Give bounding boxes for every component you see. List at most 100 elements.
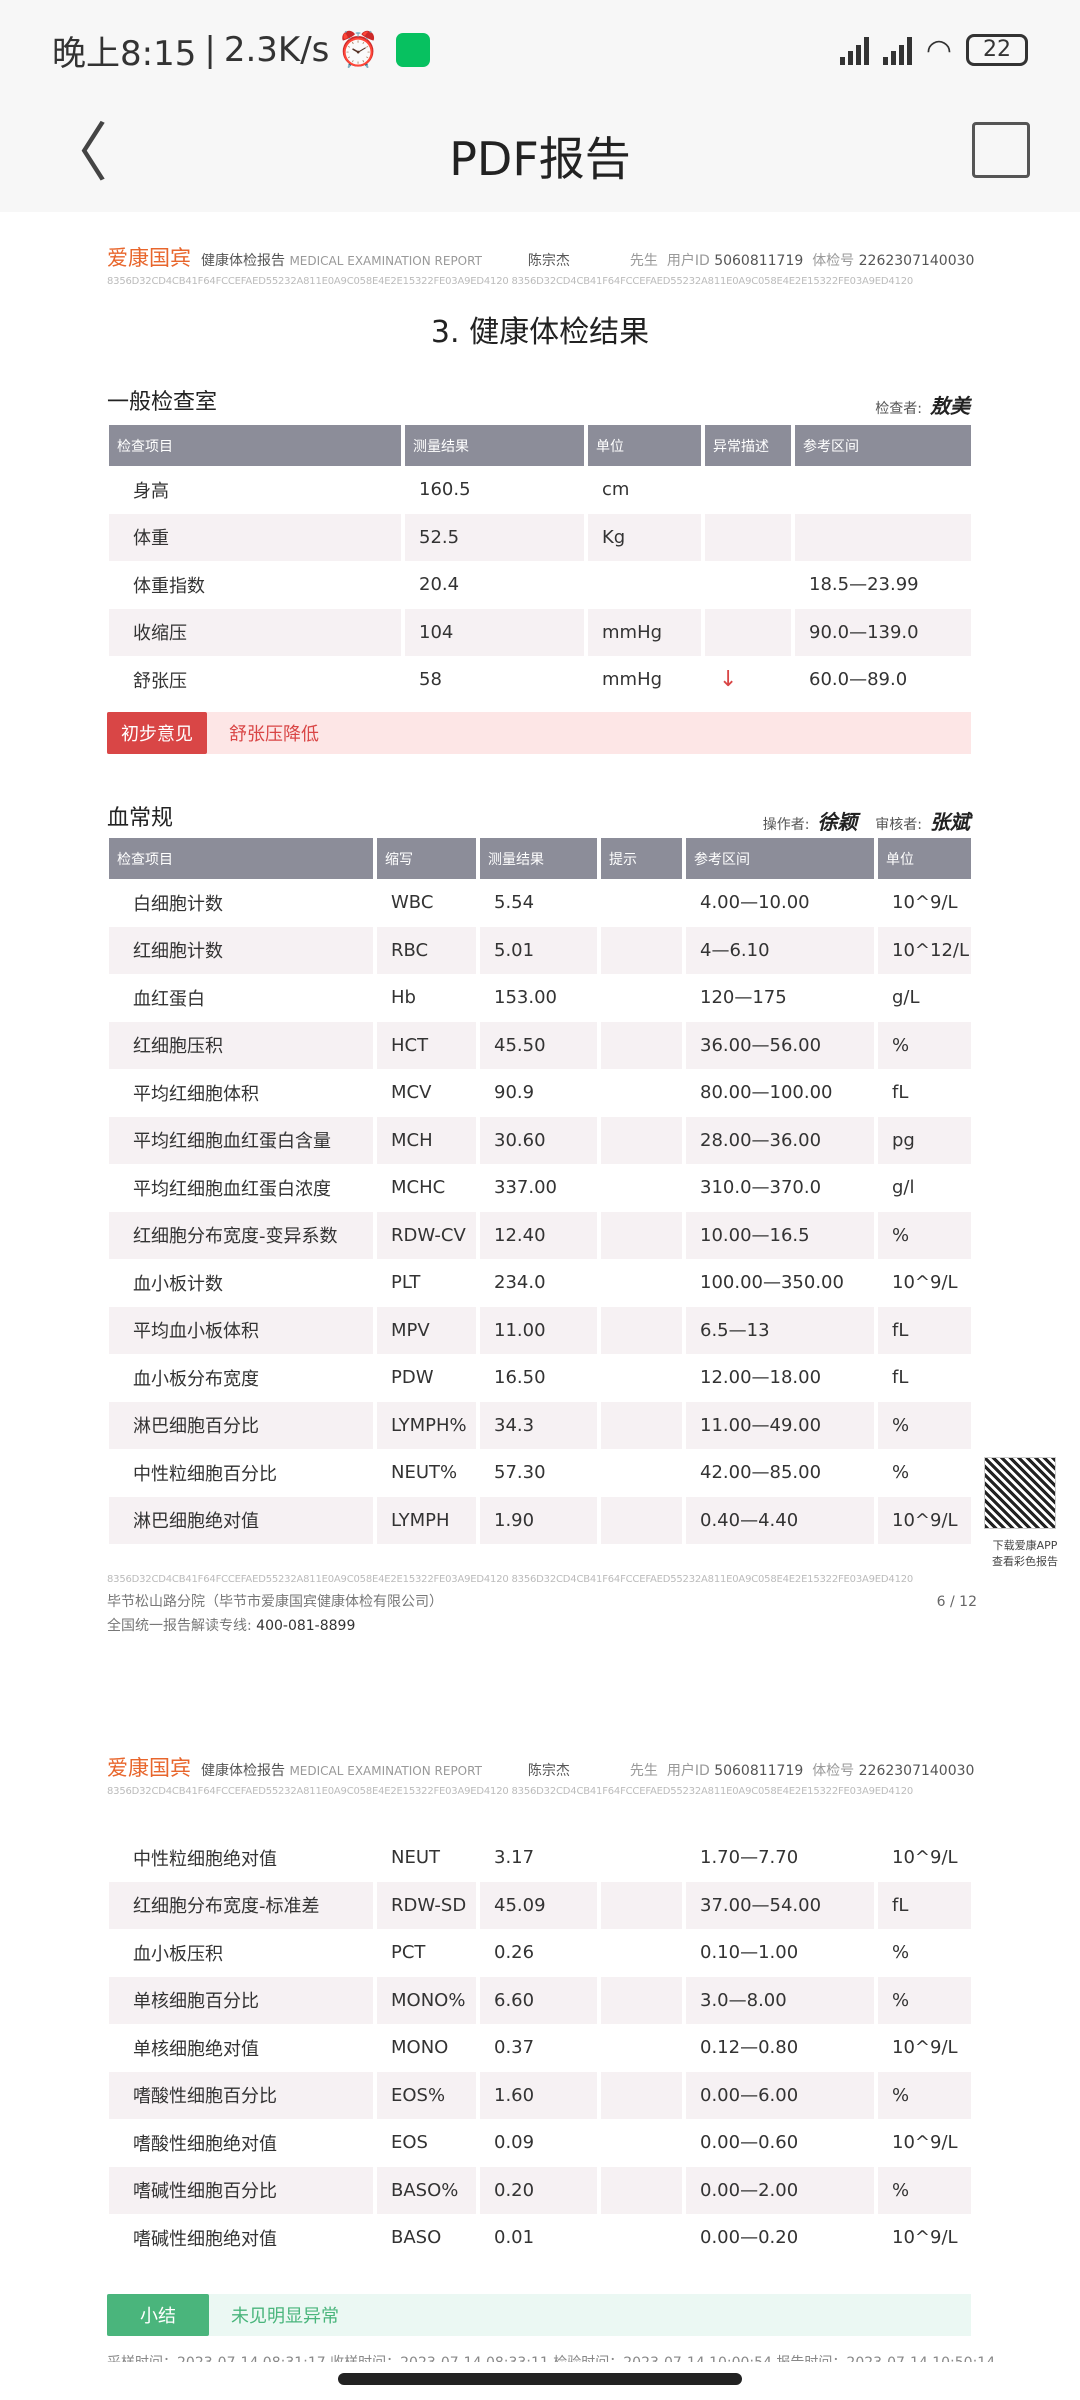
column-header: 检查项目 bbox=[109, 838, 373, 879]
table-cell: 60.0—89.0 bbox=[809, 669, 908, 691]
table-cell: 0.26 bbox=[494, 1942, 535, 1964]
table-cell: cm bbox=[602, 479, 630, 501]
table-cell: BASO% bbox=[377, 2166, 476, 2214]
qr-line1: 下载爱康APP bbox=[992, 1539, 1058, 1552]
table-cell: LYMPH% bbox=[377, 1401, 476, 1449]
table-cell: % bbox=[878, 1021, 971, 1069]
table-cell bbox=[601, 2024, 682, 2072]
table-cell: 58 bbox=[419, 669, 442, 691]
table-cell bbox=[601, 1449, 682, 1497]
table-cell: PCT bbox=[391, 1942, 426, 1964]
table-cell: 中性粒细胞绝对值 bbox=[133, 1848, 277, 1870]
table-cell bbox=[705, 608, 791, 656]
signal-icon bbox=[839, 35, 869, 65]
table-cell bbox=[705, 561, 791, 609]
table-cell: 42.00—85.00 bbox=[700, 1462, 822, 1484]
table-cell: 0.12—0.80 bbox=[700, 2037, 799, 2059]
table-cell: 90.0—139.0 bbox=[795, 608, 971, 656]
table-row: 嗜碱性细胞绝对值 BASO 0.01 0.00—0.20 10^9/L bbox=[109, 2214, 971, 2262]
examiner: 检查者: 敖美 bbox=[875, 390, 970, 419]
table-cell: 10^9/L bbox=[892, 1847, 958, 1869]
table-cell: fL bbox=[892, 1367, 909, 1389]
table-cell: 0.00—0.20 bbox=[700, 2227, 799, 2249]
table-cell: RDW-CV bbox=[377, 1211, 476, 1259]
table-cell: 嗜酸性细胞百分比 bbox=[109, 2071, 373, 2119]
arrow-down-icon: ↓ bbox=[719, 667, 738, 693]
table-cell: 45.50 bbox=[480, 1021, 597, 1069]
table-row: 嗜酸性细胞绝对值 EOS 0.09 0.00—0.60 10^9/L bbox=[109, 2119, 971, 2167]
table-cell bbox=[601, 1021, 682, 1069]
table-cell: 平均红细胞血红蛋白含量 bbox=[109, 1116, 373, 1164]
column-header: 提示 bbox=[601, 838, 682, 879]
home-indicator[interactable] bbox=[338, 2373, 742, 2385]
alarm-icon: ⏰ bbox=[337, 30, 380, 70]
clock: 晚上8:15 bbox=[52, 33, 197, 74]
table-cell: 10^9/L bbox=[892, 892, 958, 914]
user-id-label: 用户ID bbox=[666, 253, 710, 269]
hash-line: 8356D32CD4CB41F64FCCEFAED55232A811E0A9C0… bbox=[107, 1786, 914, 1797]
general-table: 检查项目 测量结果 单位 异常描述 参考区间 身高 160.5 cm 体重 52.5 Kg 体重指数 2… bbox=[105, 425, 975, 704]
user-id: 5060811719 bbox=[714, 1763, 804, 1779]
nav-bar: 〈 PDF报告 bbox=[0, 100, 1080, 212]
column-header: 单位 bbox=[588, 425, 701, 466]
table-cell: pg bbox=[878, 1116, 971, 1164]
table-cell: % bbox=[878, 2071, 971, 2119]
table-cell bbox=[601, 2071, 682, 2119]
sample-timeline: 采样时间：2023-07-14 08:31:17 收样时间：2023-07-14… bbox=[107, 2352, 995, 2362]
signal-icon-2 bbox=[882, 35, 912, 65]
table-cell: 淋巴细胞百分比 bbox=[109, 1401, 373, 1449]
wechat-icon bbox=[395, 33, 430, 67]
table-cell: PLT bbox=[391, 1272, 421, 1294]
table-row: 红细胞分布宽度-标准差 RDW-SD 45.09 37.00—54.00 fL bbox=[109, 1881, 971, 1929]
table-cell: 80.00—100.00 bbox=[700, 1082, 833, 1104]
table-cell: 337.00 bbox=[494, 1177, 557, 1199]
table-row: 平均红细胞体积 MCV 90.9 80.00—100.00 fL bbox=[109, 1069, 971, 1117]
table-cell: 120—175 bbox=[700, 987, 787, 1009]
table-cell: 12.00—18.00 bbox=[700, 1367, 822, 1389]
table-cell: 234.0 bbox=[494, 1272, 546, 1294]
table-cell: 30.60 bbox=[480, 1116, 597, 1164]
summary: 小结 未见明显异常 bbox=[107, 2294, 971, 2336]
table-cell bbox=[601, 1116, 682, 1164]
table-row: 嗜酸性细胞百分比 EOS% 1.60 0.00—6.00% bbox=[109, 2071, 971, 2119]
table-cell: 10.00—16.5 bbox=[686, 1211, 874, 1259]
table-cell: g/l bbox=[892, 1177, 915, 1199]
share-icon[interactable] bbox=[972, 122, 1030, 178]
page-footer: 8356D32CD4CB41F64FCCEFAED55232A811E0A9C0… bbox=[107, 1570, 977, 1635]
table-cell: Kg bbox=[588, 513, 701, 561]
table-cell: 身高 bbox=[133, 480, 169, 502]
table-cell: MPV bbox=[377, 1306, 476, 1354]
pdf-viewer[interactable]: 爱康国宾 健康体检报告 MEDICAL EXAMINATION REPORT 陈宗杰… bbox=[0, 212, 1080, 2400]
table-cell bbox=[601, 1929, 682, 1977]
report-header: 爱康国宾 健康体检报告 MEDICAL EXAMINATION REPORT 陈宗杰… bbox=[107, 242, 977, 287]
table-cell: 1.70—7.70 bbox=[700, 1847, 799, 1869]
table-cell: 平均红细胞血红蛋白浓度 bbox=[133, 1178, 331, 1200]
table-cell: 10^9/L bbox=[892, 1272, 958, 1294]
table-cell: 血红蛋白 bbox=[133, 988, 205, 1010]
doc-title: 健康体检报告 bbox=[201, 1763, 285, 1779]
table-cell: 16.50 bbox=[494, 1367, 546, 1389]
table-cell: 体重 bbox=[109, 513, 401, 561]
table-cell: % bbox=[892, 1942, 910, 1964]
table-cell: 红细胞分布宽度-变异系数 bbox=[109, 1211, 373, 1259]
table-cell: BASO bbox=[391, 2227, 442, 2249]
table-row: 嗜碱性细胞百分比 BASO% 0.20 0.00—2.00% bbox=[109, 2166, 971, 2214]
hash-line: 8356D32CD4CB41F64FCCEFAED55232A811E0A9C0… bbox=[107, 1574, 914, 1585]
qr-line2: 查看彩色报告 bbox=[992, 1555, 1058, 1568]
table-cell: 10^9/L bbox=[892, 2037, 958, 2059]
table-cell bbox=[601, 2166, 682, 2214]
back-icon[interactable]: 〈 bbox=[44, 117, 108, 191]
qr-code bbox=[984, 1457, 1056, 1529]
table-cell: 血小板计数 bbox=[133, 1273, 223, 1295]
table-cell: 淋巴细胞绝对值 bbox=[109, 1496, 373, 1544]
table-cell: 11.00—49.00 bbox=[686, 1401, 874, 1449]
table-cell: 90.9 bbox=[494, 1082, 535, 1104]
table-cell bbox=[601, 1401, 682, 1449]
examiner-signature: 敖美 bbox=[930, 394, 970, 418]
preliminary-opinion: 初步意见 舒张压降低 bbox=[107, 712, 971, 754]
hotline: 400-081-8899 bbox=[256, 1618, 356, 1634]
exam-no: 2262307140030 bbox=[858, 253, 975, 269]
table-cell: Hb bbox=[391, 987, 416, 1009]
table-cell: fL bbox=[892, 1082, 909, 1104]
table-cell: 5.54 bbox=[494, 892, 535, 914]
